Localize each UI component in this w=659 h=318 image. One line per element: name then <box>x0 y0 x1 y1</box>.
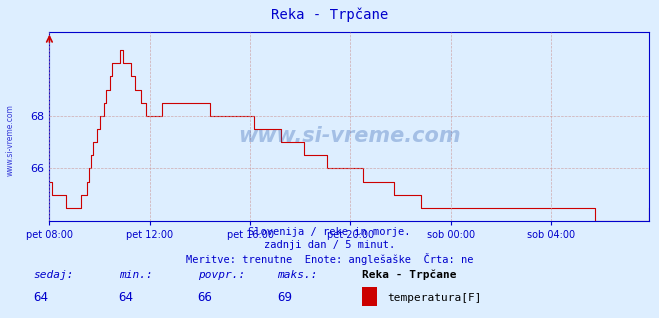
Text: 69: 69 <box>277 291 292 303</box>
Text: Reka - Trpčane: Reka - Trpčane <box>271 8 388 23</box>
Text: povpr.:: povpr.: <box>198 270 245 280</box>
Text: temperatura[F]: temperatura[F] <box>387 293 482 302</box>
Text: www.si-vreme.com: www.si-vreme.com <box>238 126 461 146</box>
Text: min.:: min.: <box>119 270 152 280</box>
Text: 66: 66 <box>198 291 213 303</box>
Text: Slovenija / reke in morje.: Slovenija / reke in morje. <box>248 227 411 237</box>
Text: 64: 64 <box>119 291 134 303</box>
Text: Meritve: trenutne  Enote: anglešaške  Črta: ne: Meritve: trenutne Enote: anglešaške Črta… <box>186 253 473 265</box>
Text: Reka - Trpčane: Reka - Trpčane <box>362 270 457 280</box>
Text: 64: 64 <box>33 291 48 303</box>
Text: www.si-vreme.com: www.si-vreme.com <box>5 104 14 176</box>
Text: maks.:: maks.: <box>277 270 317 280</box>
Text: sedaj:: sedaj: <box>33 270 73 280</box>
Text: zadnji dan / 5 minut.: zadnji dan / 5 minut. <box>264 240 395 250</box>
